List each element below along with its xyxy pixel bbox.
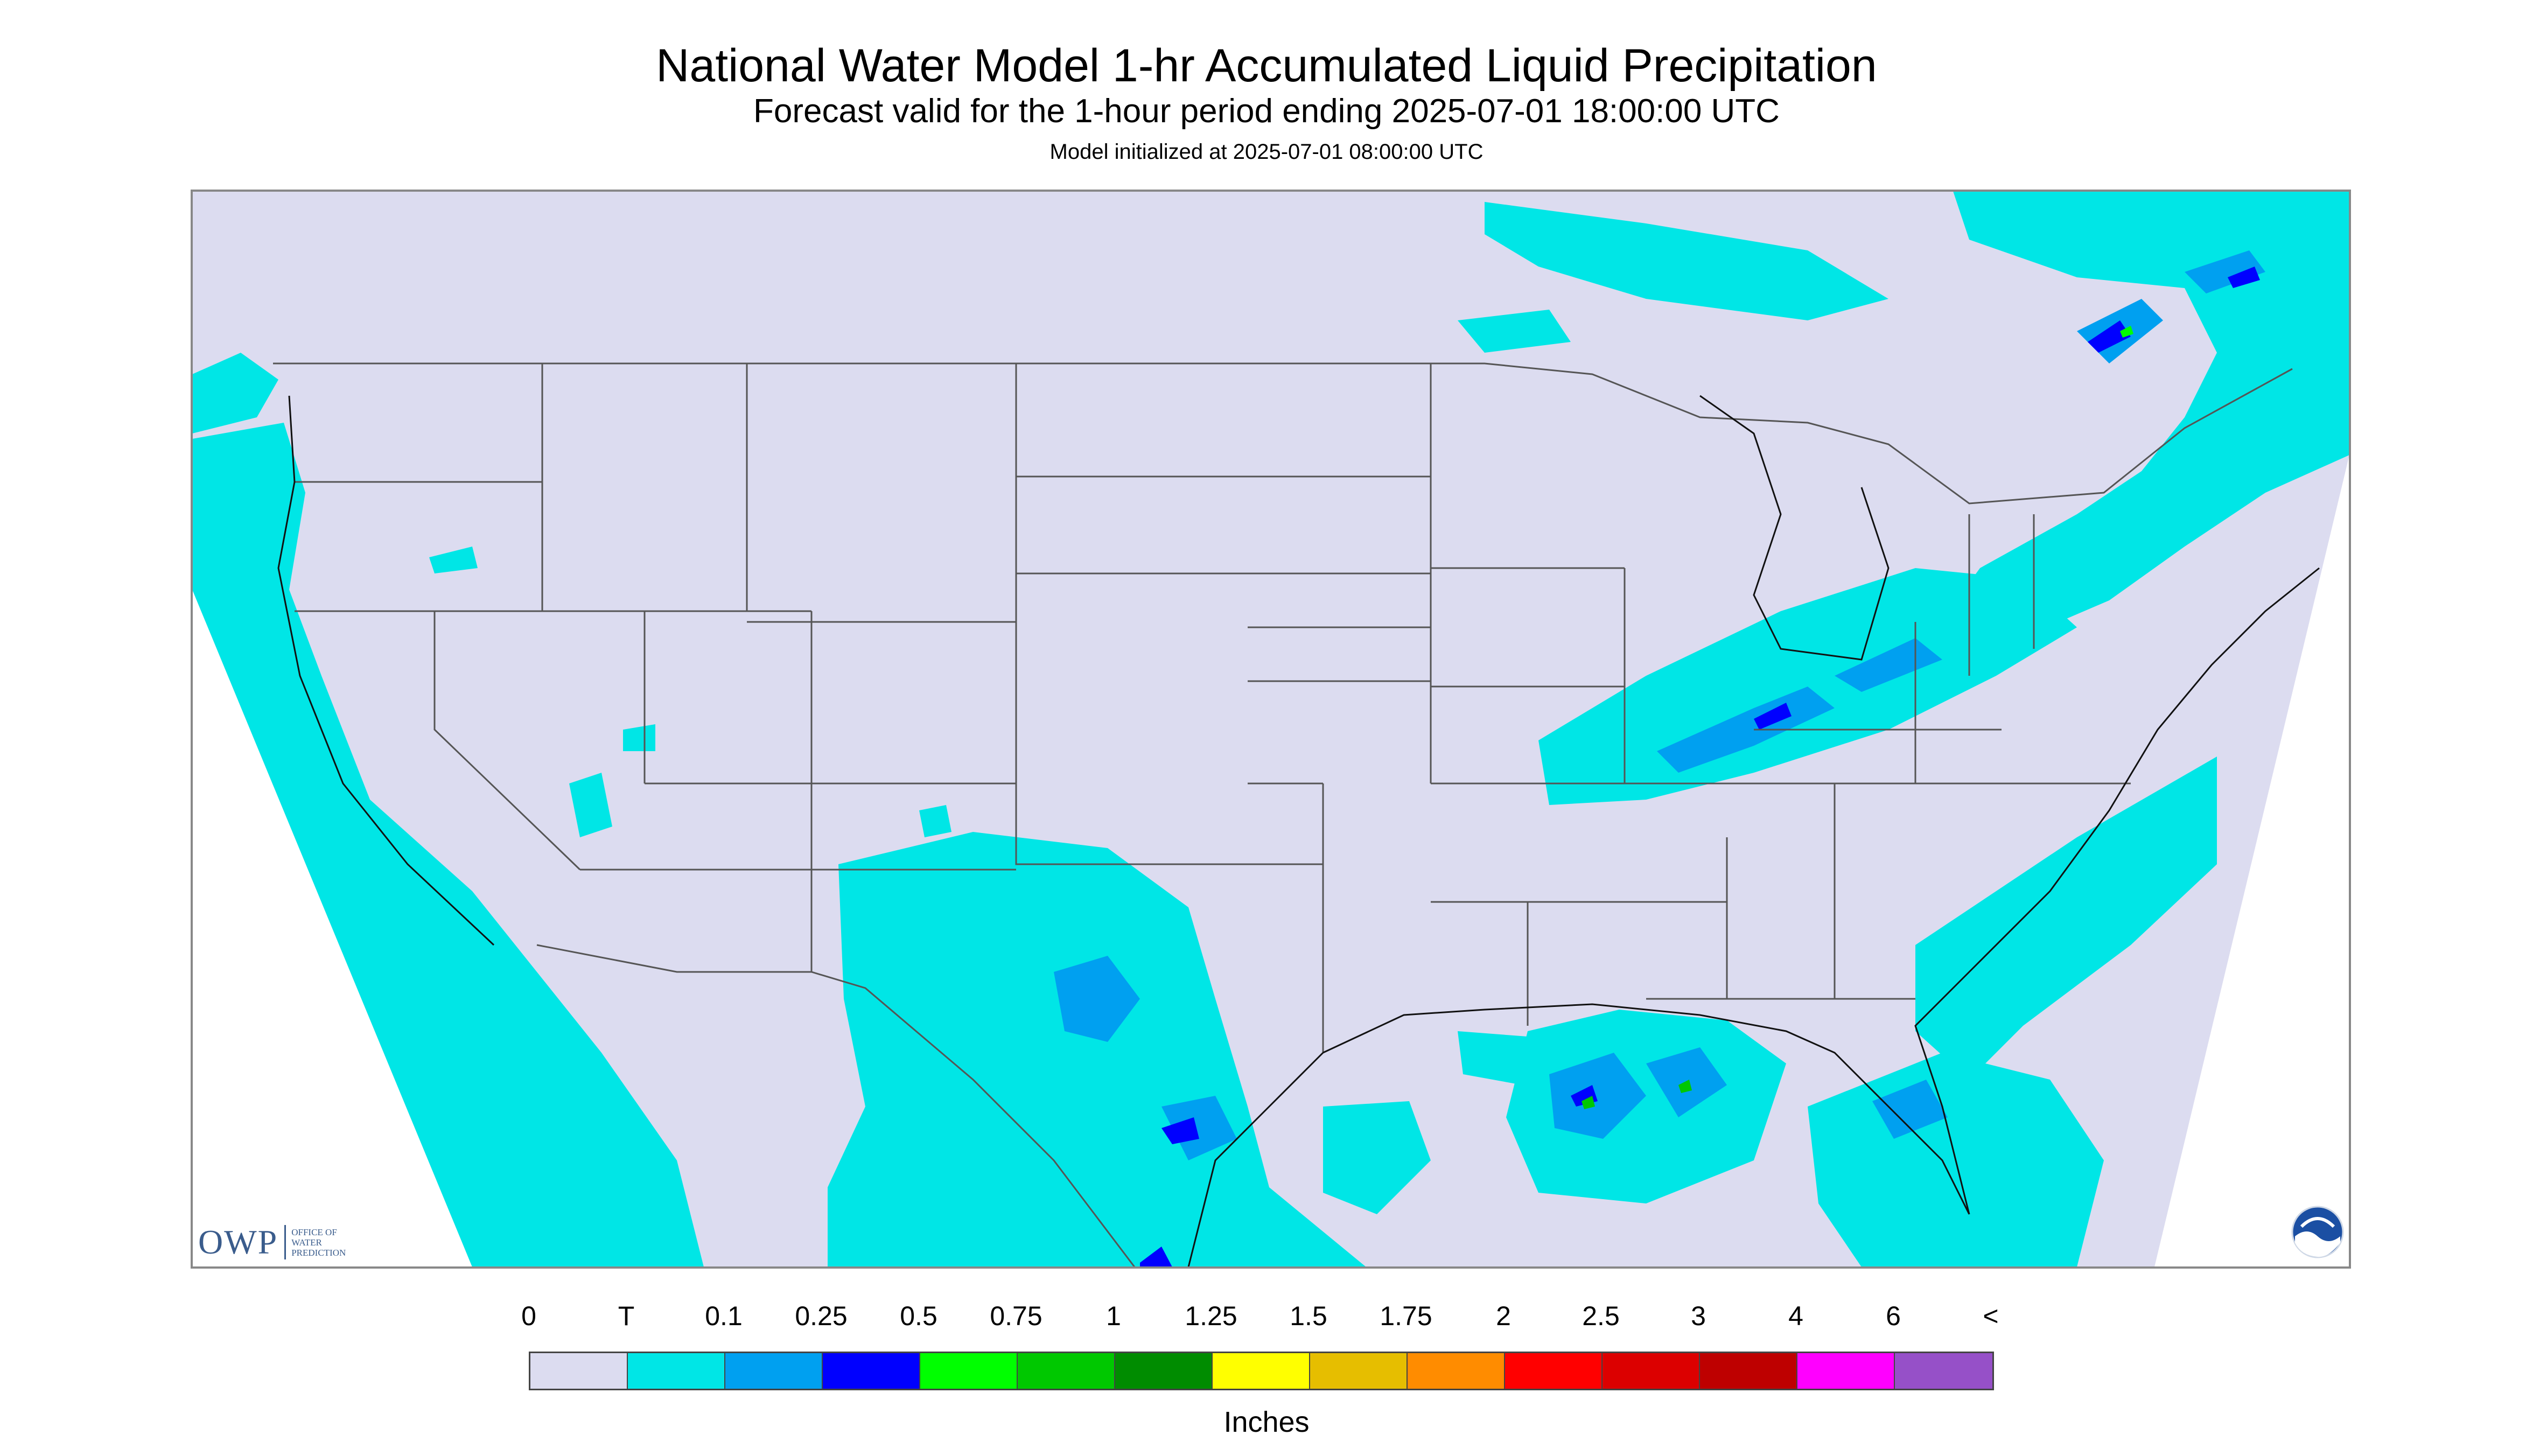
owp-logo: OWP Office of Water Prediction [198, 1223, 367, 1261]
noaa-logo-icon [2291, 1206, 2344, 1258]
model-init-caption: Model initialized at 2025-07-01 08:00:00… [1049, 140, 1484, 164]
forecast-valid-subtitle: Forecast valid for the 1-hour period end… [753, 93, 1780, 130]
legend-colorbar [529, 1352, 1994, 1390]
precipitation-map [191, 190, 2351, 1269]
legend-label: 2 [1496, 1301, 1511, 1331]
legend-swatch [920, 1353, 1018, 1389]
legend-label: 1.5 [1290, 1301, 1327, 1331]
legend-swatch [725, 1353, 823, 1389]
legend-swatch [823, 1353, 920, 1389]
legend-swatch [1505, 1353, 1603, 1389]
legend-label: 1.25 [1185, 1301, 1237, 1331]
legend-swatch [1700, 1353, 1797, 1389]
legend-label: 0.75 [990, 1301, 1042, 1331]
legend-label: 2.5 [1582, 1301, 1620, 1331]
owp-logo-text: Office of Water Prediction [291, 1227, 346, 1258]
legend-swatch [628, 1353, 725, 1389]
precip-trace-areas [192, 191, 2349, 1267]
map-canvas [192, 191, 2349, 1267]
legend-labels: 0 T 0.1 0.25 0.5 0.75 1 1.25 1.5 1.75 2 … [0, 1301, 2533, 1333]
legend-swatch [1603, 1353, 1700, 1389]
legend-swatch [530, 1353, 628, 1389]
map-title: National Water Model 1-hr Accumulated Li… [656, 40, 1877, 92]
legend-swatch [1115, 1353, 1213, 1389]
legend-label: T [618, 1301, 635, 1331]
legend-label: 6 [1886, 1301, 1901, 1331]
legend-swatch [1310, 1353, 1408, 1389]
legend-label: 0.1 [705, 1301, 743, 1331]
legend-swatch [1797, 1353, 1895, 1389]
legend-label: 0.25 [795, 1301, 848, 1331]
legend-label: 3 [1691, 1301, 1706, 1331]
precip-heavy-areas [1140, 267, 2260, 1267]
legend-swatch [1213, 1353, 1310, 1389]
owp-logo-mark: OWP [198, 1225, 286, 1259]
legend-swatch [1018, 1353, 1115, 1389]
legend-label: 4 [1788, 1301, 1803, 1331]
legend-label: 0.5 [900, 1301, 937, 1331]
legend-label: < [1983, 1301, 1999, 1331]
legend-label: 1.75 [1380, 1301, 1432, 1331]
precip-light-areas [1054, 250, 2265, 1160]
legend-swatch [1895, 1353, 1992, 1389]
legend-swatch [1408, 1353, 1505, 1389]
state-boundaries [273, 362, 2293, 1267]
legend-label: 1 [1106, 1301, 1121, 1331]
coastlines [277, 395, 2320, 1267]
legend-units: Inches [1223, 1406, 1310, 1438]
legend-label: 0 [521, 1301, 536, 1331]
